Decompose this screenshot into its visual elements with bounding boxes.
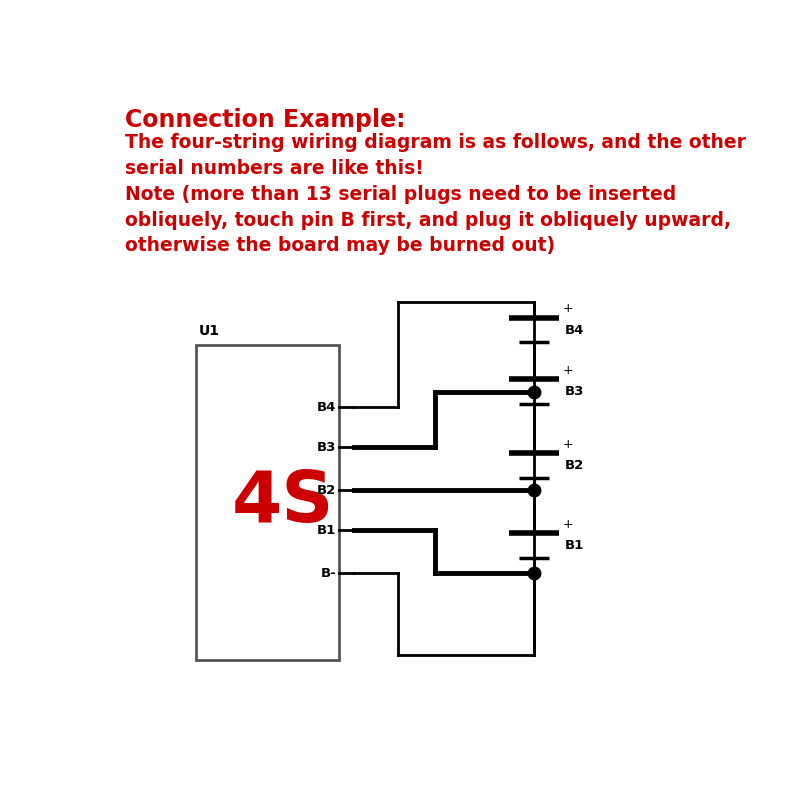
Text: B2: B2 [565,459,584,472]
Text: B3: B3 [565,385,584,398]
Text: +: + [562,302,573,315]
Text: The four-string wiring diagram is as follows, and the other: The four-string wiring diagram is as fol… [125,133,746,152]
Text: +: + [562,518,573,531]
Text: B1: B1 [317,524,336,537]
Text: +: + [562,364,573,377]
Bar [196,346,338,660]
Text: B4: B4 [565,323,584,337]
Text: obliquely, touch pin B first, and plug it obliquely upward,: obliquely, touch pin B first, and plug i… [125,210,731,230]
Text: otherwise the board may be burned out): otherwise the board may be burned out) [125,237,555,255]
Text: +: + [562,438,573,451]
Text: B-: B- [321,567,336,580]
Text: Note (more than 13 serial plugs need to be inserted: Note (more than 13 serial plugs need to … [125,185,676,204]
Text: 4S: 4S [232,468,334,537]
Text: B1: B1 [565,539,584,552]
Text: B3: B3 [317,441,336,454]
Text: B2: B2 [317,484,336,497]
Text: serial numbers are like this!: serial numbers are like this! [125,159,423,178]
Text: U1: U1 [199,324,220,338]
Text: B4: B4 [317,401,336,414]
Text: Connection Example:: Connection Example: [125,108,406,132]
